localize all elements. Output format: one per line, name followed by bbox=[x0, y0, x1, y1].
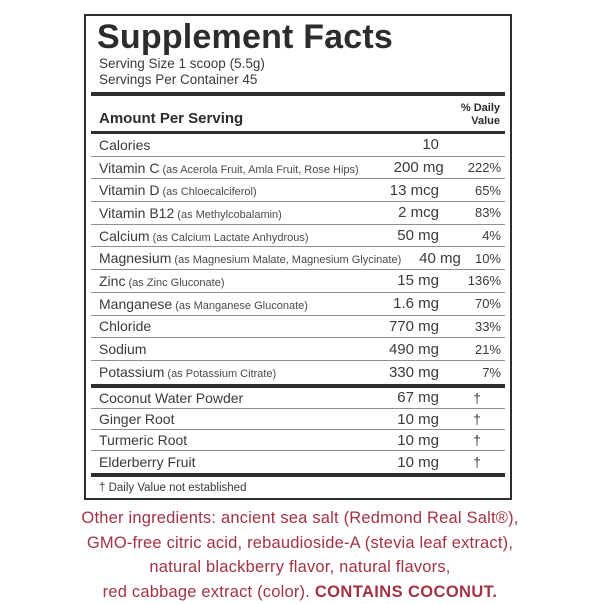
nutrient-amount: 50 mg bbox=[347, 227, 439, 244]
fact-row: Calcium (as Calcium Lactate Anhydrous)50… bbox=[91, 225, 505, 248]
fact-row: Manganese (as Manganese Gluconate)1.6 mg… bbox=[91, 293, 505, 316]
nutrient-name: Manganese (as Manganese Gluconate) bbox=[99, 296, 347, 312]
nutrient-amount: 10 mg bbox=[347, 454, 439, 471]
nutrient-source: (as Manganese Gluconate) bbox=[172, 300, 308, 312]
nutrient-amount: 13 mcg bbox=[347, 182, 439, 199]
nutrient-amount: 40 mg bbox=[401, 250, 461, 267]
nutrient-amount: 490 mg bbox=[347, 341, 439, 358]
daily-value-header: % Daily Value bbox=[461, 102, 500, 127]
nutrient-name: Vitamin D (as Chloecalciferol) bbox=[99, 182, 347, 198]
nutrient-amount: 10 mg bbox=[347, 432, 439, 449]
nutrient-daily-value: † bbox=[439, 411, 501, 427]
fact-row: Vitamin C (as Acerola Fruit, Amla Fruit,… bbox=[91, 157, 505, 180]
servings-per-container: Servings Per Container 45 bbox=[99, 72, 510, 88]
other-ingredients-line: natural blackberry flavor, natural flavo… bbox=[0, 555, 600, 580]
nutrient-source: (as Acerola Fruit, Amla Fruit, Rose Hips… bbox=[159, 164, 358, 176]
nutrient-amount: 2 mcg bbox=[347, 204, 439, 221]
nutrient-daily-value: † bbox=[439, 432, 501, 448]
nutrient-amount: 770 mg bbox=[347, 318, 439, 335]
nutrient-daily-value: 136% bbox=[439, 273, 501, 288]
serving-size: Serving Size 1 scoop (5.5g) bbox=[99, 56, 510, 72]
nutrient-name: Coconut Water Powder bbox=[99, 390, 347, 406]
nutrient-name: Calories bbox=[99, 137, 347, 153]
amount-per-serving-header: Amount Per Serving bbox=[99, 110, 243, 127]
nutrient-daily-value: 222% bbox=[444, 160, 501, 175]
nutrient-daily-value: 70% bbox=[439, 296, 501, 311]
nutrient-source: (as Methylcobalamin) bbox=[174, 209, 282, 221]
fact-row: Magnesium (as Magnesium Malate, Magnesiu… bbox=[91, 247, 505, 270]
nutrient-source: (as Calcium Lactate Anhydrous) bbox=[150, 232, 309, 244]
nutrient-daily-value: † bbox=[439, 390, 501, 406]
panel-title: Supplement Facts bbox=[97, 19, 502, 55]
nutrient-amount: 330 mg bbox=[347, 364, 439, 381]
nutrient-amount: 10 bbox=[347, 136, 439, 153]
nutrient-daily-value: 65% bbox=[439, 183, 501, 198]
nutrient-daily-value: 4% bbox=[439, 228, 501, 243]
daily-value-footnote: † Daily Value not established bbox=[86, 477, 510, 494]
nutrient-daily-value: 83% bbox=[439, 205, 501, 220]
nutrient-name: Vitamin C (as Acerola Fruit, Amla Fruit,… bbox=[99, 160, 359, 176]
nutrient-name: Potassium (as Potassium Citrate) bbox=[99, 364, 347, 380]
other-ingredients: Other ingredients: ancient sea salt (Red… bbox=[0, 506, 600, 604]
other-ingredients-line: GMO-free citric acid, rebaudioside-A (st… bbox=[0, 531, 600, 556]
nutrient-source: (as Zinc Gluconate) bbox=[125, 277, 224, 289]
other-ingredients-line: red cabbage extract (color). CONTAINS CO… bbox=[0, 580, 600, 604]
nutrient-daily-value: 21% bbox=[439, 342, 501, 357]
nutrient-daily-value: 33% bbox=[439, 319, 501, 334]
nutrient-amount: 67 mg bbox=[347, 389, 439, 406]
allergen-statement: CONTAINS COCONUT. bbox=[315, 583, 498, 601]
nutrient-daily-value: 7% bbox=[439, 365, 501, 380]
nutrient-daily-value: † bbox=[439, 454, 501, 470]
nutrient-amount: 200 mg bbox=[359, 159, 444, 176]
nutrient-source: (as Chloecalciferol) bbox=[159, 186, 256, 198]
column-header-row: Amount Per Serving % Daily Value bbox=[86, 96, 510, 131]
nutrient-name: Sodium bbox=[99, 341, 347, 357]
nutrient-name: Calcium (as Calcium Lactate Anhydrous) bbox=[99, 228, 347, 244]
nutrient-amount: 10 mg bbox=[347, 411, 439, 428]
nutrient-name: Vitamin B12 (as Methylcobalamin) bbox=[99, 205, 347, 221]
nutrient-name: Turmeric Root bbox=[99, 432, 347, 448]
other-ingredients-line: Other ingredients: ancient sea salt (Red… bbox=[0, 506, 600, 531]
nutrient-name: Magnesium (as Magnesium Malate, Magnesiu… bbox=[99, 250, 401, 266]
nutrient-name: Ginger Root bbox=[99, 411, 347, 427]
nutrient-daily-value: 10% bbox=[461, 251, 501, 266]
nutrient-name: Zinc (as Zinc Gluconate) bbox=[99, 273, 347, 289]
nutrient-name: Chloride bbox=[99, 318, 347, 334]
nutrient-name: Elderberry Fruit bbox=[99, 454, 347, 470]
supplement-facts-panel: Supplement Facts Serving Size 1 scoop (5… bbox=[84, 14, 512, 500]
nutrient-source: (as Potassium Citrate) bbox=[164, 368, 276, 380]
nutrient-amount: 15 mg bbox=[347, 272, 439, 289]
nutrient-amount: 1.6 mg bbox=[347, 295, 439, 312]
nutrient-source: (as Magnesium Malate, Magnesium Glycinat… bbox=[171, 254, 401, 266]
